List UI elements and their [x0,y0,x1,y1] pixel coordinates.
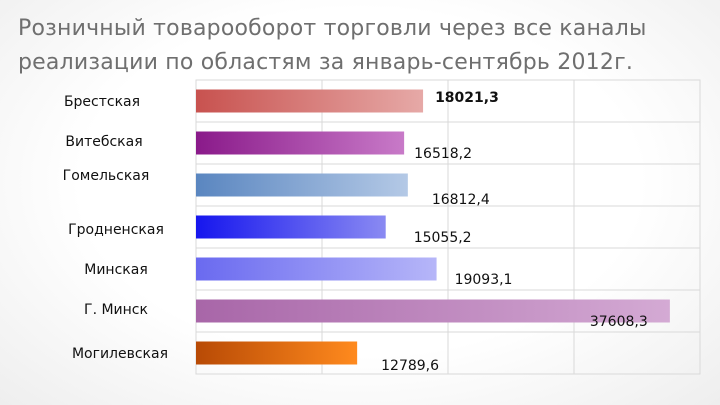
bar [196,341,358,365]
category-label: Минская [84,262,148,278]
bar [196,215,386,239]
plot-grid [195,79,701,375]
chart-title: Розничный товарооборот торговли через вс… [18,16,647,75]
category-label: Брестская [64,94,140,110]
data-label: 15055,2 [414,230,472,246]
bar [196,131,405,155]
bar [196,89,424,113]
data-label: 19093,1 [455,272,513,288]
category-label: Гомельская [63,168,150,184]
data-label: 12789,6 [381,358,439,374]
bar [196,257,437,281]
data-label: 16812,4 [432,192,490,208]
category-label: Г. Минск [84,302,148,318]
bar [196,299,670,323]
category-label: Гродненская [68,222,164,238]
data-label: 16518,2 [414,146,472,162]
bar [196,173,408,197]
category-label: Витебская [65,134,142,150]
data-label: 18021,3 [435,90,499,106]
data-label: 37608,3 [590,314,648,330]
category-label: Могилевская [72,346,168,362]
